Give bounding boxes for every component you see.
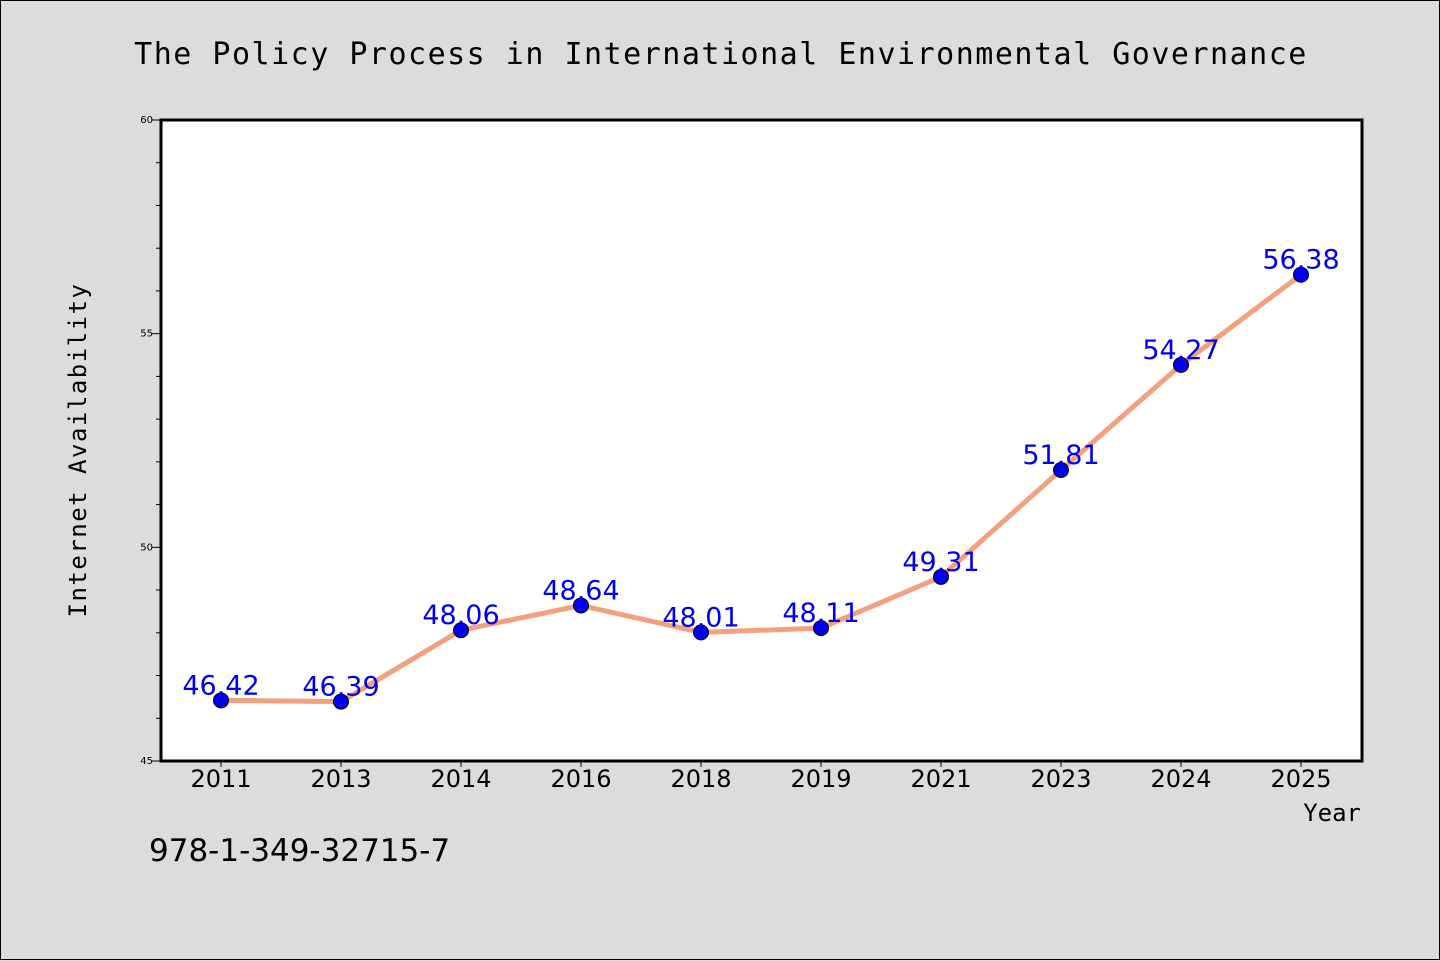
data-point-marker	[813, 620, 829, 637]
plot-area	[161, 120, 1362, 761]
data-label: 46.42	[182, 670, 259, 701]
data-labels: 46.42 46.39 48.06 48.64 48.01 48.11 49.31 51.81…	[182, 245, 1339, 703]
data-label: 48.11	[782, 598, 859, 629]
y-tick-label: 60	[140, 115, 153, 126]
data-label: 48.01	[662, 602, 739, 633]
plot-border	[159, 118, 1364, 763]
data-label: 48.06	[422, 600, 499, 631]
x-tick-label: 2011	[190, 765, 251, 793]
x-tick-label: 2014	[430, 765, 491, 793]
data-label: 56.38	[1262, 245, 1339, 276]
isbn-label: 978-1-349-32715-7	[149, 833, 451, 869]
x-tick-label: 2019	[790, 765, 851, 793]
data-point-marker	[1293, 266, 1309, 283]
y-tick-label: 45	[140, 756, 153, 767]
data-point-marker	[1053, 461, 1069, 478]
y-axis-ticks: 45 50 55 60	[140, 115, 161, 767]
data-point-marker	[573, 597, 589, 614]
data-label: 46.39	[302, 672, 379, 703]
x-axis-label: Year	[1303, 799, 1361, 827]
x-tick-label: 2018	[670, 765, 731, 793]
data-point-marker	[213, 692, 229, 709]
data-label: 49.31	[902, 547, 979, 578]
data-point-marker	[693, 624, 709, 641]
data-label: 48.64	[542, 575, 619, 606]
series-markers	[213, 266, 1309, 710]
x-tick-label: 2016	[550, 765, 611, 793]
y-axis-label: Internet Availability	[64, 283, 92, 618]
data-label: 51.81	[1022, 440, 1099, 471]
data-point-marker	[453, 622, 469, 639]
chart-title: The Policy Process in International Envi…	[134, 37, 1308, 72]
x-tick-label: 2013	[310, 765, 371, 793]
x-tick-label: 2023	[1030, 765, 1091, 793]
data-label: 54.27	[1142, 335, 1219, 366]
series-line	[218, 272, 1304, 705]
x-tick-label: 2025	[1270, 765, 1331, 793]
x-tick-label: 2024	[1150, 765, 1211, 793]
data-point-marker	[333, 693, 349, 710]
y-tick-label: 50	[140, 542, 153, 553]
data-point-marker	[933, 568, 949, 585]
x-axis-ticks: 2011 2013 2014 2016 2018 2019 2021 2023 2024 2025	[190, 761, 1332, 793]
y-tick-label: 55	[140, 329, 153, 340]
data-point-marker	[1173, 356, 1189, 373]
x-tick-label: 2021	[910, 765, 971, 793]
